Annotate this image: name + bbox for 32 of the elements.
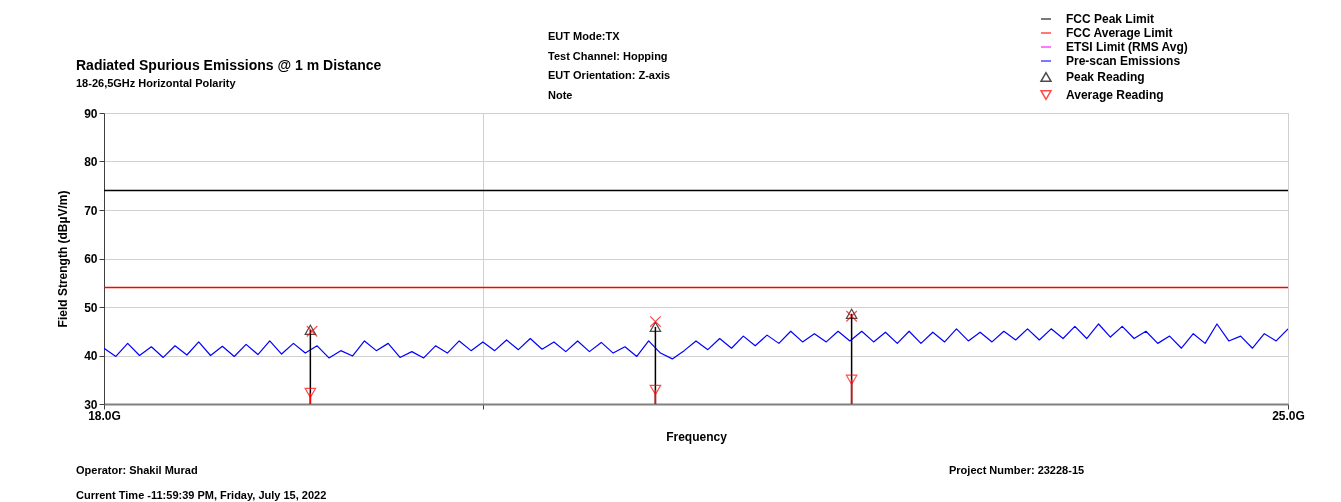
- y-tick-label: 90: [84, 106, 98, 121]
- point: [304, 387, 317, 398]
- legend-label: FCC Peak Limit: [1066, 12, 1155, 26]
- text: Current Time -11:59:39 PM, Friday, July 15, 2022: [76, 489, 327, 501]
- point: [845, 374, 858, 385]
- text: EUT Mode:TX: [548, 30, 621, 42]
- point: [845, 308, 858, 319]
- y-tick-label: 50: [84, 300, 98, 315]
- text: EUT Orientation: Z-axis: [548, 69, 671, 81]
- y-axis-title: Field Strength (dBµV/m): [56, 190, 71, 328]
- y-tick-label: 70: [84, 203, 98, 218]
- legend-label: FCC Average Limit: [1066, 26, 1173, 40]
- chart-subtitle: 18-26,5GHz Horizontal Polarity: [76, 77, 237, 89]
- y-tick-label: 40: [84, 349, 98, 363]
- legend-label: Peak Reading: [1066, 70, 1145, 84]
- text: Project Number: 23228-15: [949, 464, 1085, 476]
- chart-title: Radiated Spurious Emissions @ 1 m Distance: [76, 57, 382, 73]
- x-tick-label: 25.0G: [1272, 408, 1305, 423]
- point: [649, 321, 662, 333]
- y-tick-label: 80: [84, 155, 98, 169]
- text: Note: [548, 89, 573, 101]
- legend-label: ETSI Limit (RMS Avg): [1066, 40, 1188, 54]
- point: [649, 384, 662, 396]
- x-axis-title: Frequency: [666, 429, 728, 444]
- point: [649, 315, 662, 328]
- text: Test Channel: Hopping: [548, 50, 668, 62]
- line-series: [104, 323, 1288, 360]
- legend-label: Average Reading: [1066, 88, 1164, 102]
- point: [845, 310, 858, 323]
- legend-label: Pre-scan Emissions: [1066, 54, 1181, 68]
- text: Operator: Shakil Murad: [76, 464, 198, 476]
- y-tick-label: 60: [84, 252, 98, 266]
